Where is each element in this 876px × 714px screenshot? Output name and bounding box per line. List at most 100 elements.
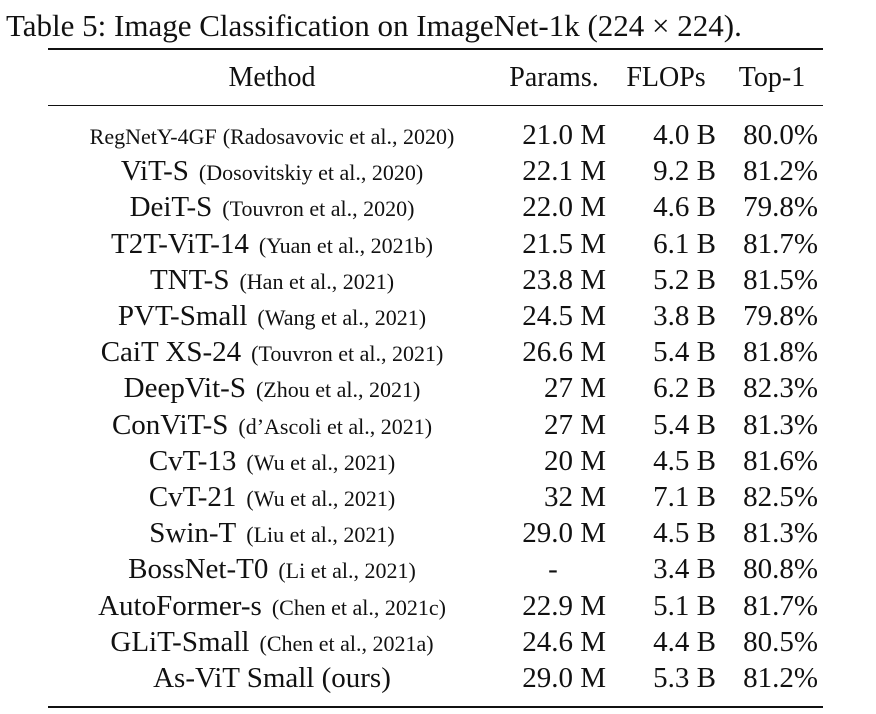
flops-cell: 4.4 B: [653, 626, 716, 658]
method-citation: (Li et al., 2021): [278, 558, 416, 583]
params-cell: 32 M: [543, 481, 606, 513]
table-header-row: Method Params. FLOPs Top-1: [48, 60, 823, 96]
method-name: ConViT-S: [111, 409, 229, 441]
params-cell: -: [548, 553, 558, 585]
table-row: PVT-Small (Wang et al., 2021) 24.5 M 3.8 B 7…: [48, 298, 823, 334]
header-top1: Top-1: [738, 62, 806, 93]
flops-cell: 3.4 B: [653, 553, 716, 585]
method-name: DeiT-S: [129, 191, 213, 223]
method-cell: RegNetY-4GF (Radosavovic et al., 2020): [48, 117, 496, 153]
params-cell: 29.0 M: [522, 662, 606, 694]
method-cell: CvT-13 (Wu et al., 2021): [48, 443, 496, 479]
method-citation: (d’Ascoli et al., 2021): [238, 414, 433, 439]
table-row: TNT-S (Han et al., 2021) 23.8 M 5.2 B 81.5%: [48, 262, 823, 298]
method-name: As-ViT Small (ours): [153, 662, 391, 694]
table-row: Swin-T (Liu et al., 2021) 29.0 M 4.5 B 81.3%: [48, 515, 823, 551]
method-cell: ConViT-S (d’Ascoli et al., 2021): [48, 407, 496, 443]
table-row: BossNet-T0 (Li et al., 2021) - 3.4 B 80.8%: [48, 551, 823, 587]
method-citation: (Wang et al., 2021): [257, 305, 427, 330]
method-cell: GLiT-Small (Chen et al., 2021a): [48, 624, 496, 660]
params-cell: 20 M: [543, 445, 606, 477]
method-citation: (Chen et al., 2021a): [259, 631, 434, 656]
method-name: CvT-13: [148, 445, 237, 477]
top1-cell: 82.5%: [743, 481, 818, 513]
params-cell: 23.8 M: [522, 264, 606, 296]
method-citation: (Yuan et al., 2021b): [258, 233, 434, 258]
flops-cell: 4.5 B: [653, 445, 716, 477]
bottom-rule: [48, 706, 823, 708]
top1-cell: 80.5%: [743, 626, 818, 658]
method-name: GLiT-Small: [110, 626, 250, 658]
flops-cell: 6.1 B: [653, 228, 716, 260]
flops-cell: 5.4 B: [653, 409, 716, 441]
top1-cell: 81.7%: [743, 590, 818, 622]
top1-cell: 81.5%: [743, 264, 818, 296]
method-name: AutoFormer-s: [98, 590, 262, 622]
method-name: BossNet-T0: [128, 553, 269, 585]
method-name: RegNetY-4GF: [89, 124, 217, 149]
method-citation: (Chen et al., 2021c): [271, 595, 446, 620]
header-params: Params.: [509, 62, 599, 93]
table-row: CaiT XS-24 (Touvron et al., 2021) 26.6 M 5.…: [48, 334, 823, 370]
params-cell: 21.0 M: [522, 119, 606, 151]
table-row: As-ViT Small (ours) 29.0 M 5.3 B 81.2%: [48, 660, 823, 696]
table-row: ConViT-S (d’Ascoli et al., 2021) 27 M 5.4 B…: [48, 407, 823, 443]
method-cell: ViT-S (Dosovitskiy et al., 2020): [48, 153, 496, 189]
params-cell: 22.9 M: [522, 590, 606, 622]
table-row: DeiT-S (Touvron et al., 2020) 22.0 M 4.6 B 7…: [48, 189, 823, 225]
method-citation: (Wu et al., 2021): [246, 486, 396, 511]
table-row: CvT-13 (Wu et al., 2021) 20 M 4.5 B 81.6%: [48, 443, 823, 479]
method-name: CvT-21: [148, 481, 237, 513]
params-cell: 27 M: [543, 409, 606, 441]
method-cell: CvT-21 (Wu et al., 2021): [48, 479, 496, 515]
method-cell: PVT-Small (Wang et al., 2021): [48, 298, 496, 334]
params-cell: 21.5 M: [522, 228, 606, 260]
table-row: AutoFormer-s (Chen et al., 2021c) 22.9 M 5.…: [48, 588, 823, 624]
top1-cell: 81.6%: [743, 445, 818, 477]
table-row: RegNetY-4GF (Radosavovic et al., 2020) 21.…: [48, 117, 823, 153]
params-cell: 22.0 M: [522, 191, 606, 223]
method-cell: DeepVit-S (Zhou et al., 2021): [48, 370, 496, 406]
top1-cell: 79.8%: [743, 191, 818, 223]
method-name: CaiT XS-24: [100, 336, 242, 368]
top1-cell: 81.3%: [743, 517, 818, 549]
params-cell: 29.0 M: [522, 517, 606, 549]
top1-cell: 80.8%: [743, 553, 818, 585]
method-cell: BossNet-T0 (Li et al., 2021): [48, 551, 496, 587]
flops-cell: 4.5 B: [653, 517, 716, 549]
method-cell: DeiT-S (Touvron et al., 2020): [48, 189, 496, 225]
flops-cell: 6.2 B: [653, 372, 716, 404]
method-name: ViT-S: [120, 155, 189, 187]
flops-cell: 5.4 B: [653, 336, 716, 368]
flops-cell: 5.1 B: [653, 590, 716, 622]
flops-cell: 3.8 B: [653, 300, 716, 332]
method-cell: AutoFormer-s (Chen et al., 2021c): [48, 588, 496, 624]
method-citation: (Han et al., 2021): [239, 269, 395, 294]
params-cell: 27 M: [543, 372, 606, 404]
header-flops: FLOPs: [626, 62, 706, 93]
method-citation: (Touvron et al., 2020): [222, 196, 415, 221]
top1-cell: 81.8%: [743, 336, 818, 368]
header-rule: [48, 105, 823, 106]
top1-cell: 80.0%: [743, 119, 818, 151]
table-row: T2T-ViT-14 (Yuan et al., 2021b) 21.5 M 6.1 …: [48, 226, 823, 262]
method-citation: (Radosavovic et al., 2020): [222, 124, 455, 149]
top1-cell: 81.3%: [743, 409, 818, 441]
top-rule: [48, 48, 823, 50]
flops-cell: 5.3 B: [653, 662, 716, 694]
top1-cell: 81.2%: [743, 662, 818, 694]
table-row: GLiT-Small (Chen et al., 2021a) 24.6 M 4.4 …: [48, 624, 823, 660]
table-row: ViT-S (Dosovitskiy et al., 2020) 22.1 M 9.2…: [48, 153, 823, 189]
method-cell: T2T-ViT-14 (Yuan et al., 2021b): [48, 226, 496, 262]
method-citation: (Zhou et al., 2021): [255, 377, 421, 402]
flops-cell: 4.0 B: [653, 119, 716, 151]
method-cell: Swin-T (Liu et al., 2021): [48, 515, 496, 551]
table-row: DeepVit-S (Zhou et al., 2021) 27 M 6.2 B 82.…: [48, 370, 823, 406]
params-cell: 22.1 M: [522, 155, 606, 187]
flops-cell: 7.1 B: [653, 481, 716, 513]
method-name: Swin-T: [149, 517, 237, 549]
params-cell: 24.5 M: [522, 300, 606, 332]
header-method: Method: [228, 62, 316, 93]
top1-cell: 81.7%: [743, 228, 818, 260]
method-name: PVT-Small: [117, 300, 248, 332]
